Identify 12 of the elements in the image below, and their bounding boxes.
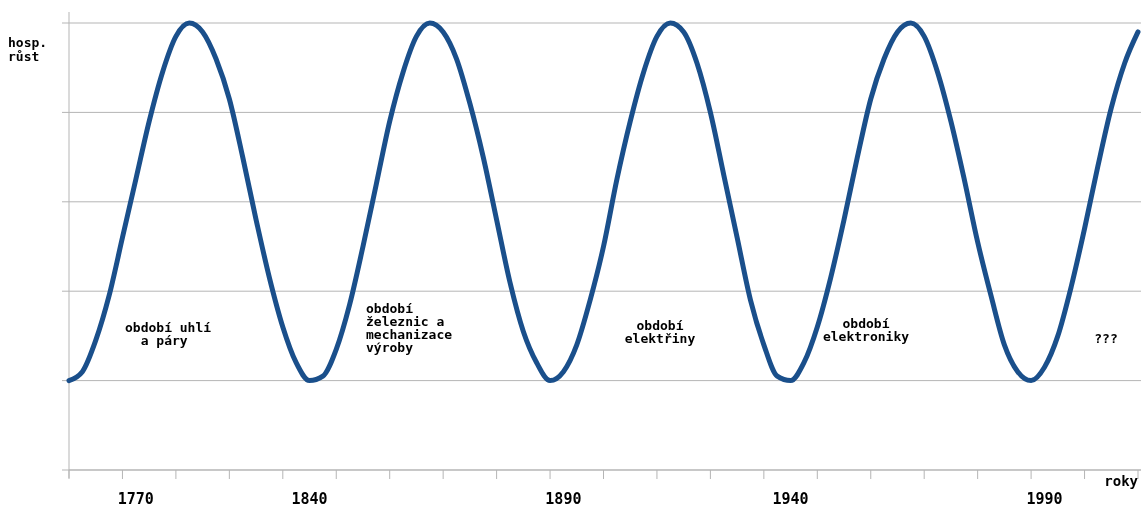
y-axis-title: hosp. růst bbox=[8, 35, 48, 64]
x-tick-label: 1990 bbox=[1026, 490, 1063, 508]
annotation: ??? bbox=[1094, 331, 1118, 346]
annotation: období elektřiny bbox=[624, 318, 696, 346]
x-tick-label: 1840 bbox=[291, 490, 328, 508]
x-tick-label: 1770 bbox=[117, 490, 154, 508]
x-tick-label: 1940 bbox=[772, 490, 809, 508]
annotation: období železnic a mechanizace výroby bbox=[366, 301, 453, 355]
x-tick-label: 1890 bbox=[545, 490, 582, 508]
annotation: období uhlí a páry bbox=[125, 320, 212, 348]
annotation: období elektroniky bbox=[822, 316, 910, 344]
x-axis-title: roky bbox=[1104, 473, 1139, 489]
